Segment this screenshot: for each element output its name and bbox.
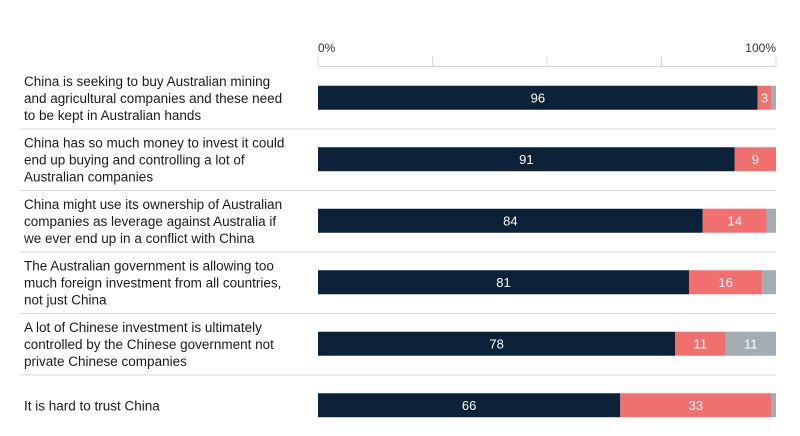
category-label-line: to be kept in Australian hands	[24, 108, 201, 123]
bar-segment	[734, 147, 776, 172]
bar-segment	[702, 208, 767, 233]
category-label: A lot of Chinese investment is ultimatel…	[24, 320, 274, 369]
category-label-line: controlled by the Chinese government not	[24, 337, 274, 352]
data-label: 9	[752, 152, 759, 167]
data-label: 66	[462, 398, 476, 413]
category-label-line: end up buying and controlling a lot of	[24, 152, 245, 167]
category-label: China might use its ownership of Austral…	[23, 197, 282, 246]
category-label-line: China might use its ownership of Austral…	[24, 197, 282, 212]
data-label: 96	[531, 90, 545, 105]
category-label-line: It is hard to trust China	[24, 398, 160, 413]
category-label-line: we ever end up in a conflict with China	[23, 231, 255, 246]
category-label-line: A lot of Chinese investment is ultimatel…	[24, 320, 262, 335]
data-label: 16	[718, 275, 732, 290]
bar-segment	[675, 331, 726, 356]
data-label: 3	[761, 90, 768, 105]
bar-segment	[771, 393, 776, 418]
data-label: 14	[728, 213, 742, 228]
category-label-line: companies as leverage against Australia …	[24, 214, 276, 229]
data-label: 11	[744, 336, 758, 351]
category-label-line: Australian companies	[24, 169, 153, 184]
category-label: The Australian government is allowing to…	[24, 258, 281, 307]
data-label: 11	[694, 336, 708, 351]
data-label: 33	[689, 398, 703, 413]
bar-segment	[620, 393, 772, 418]
bar-segment	[318, 393, 621, 418]
bar-segment	[762, 270, 776, 295]
data-label: 91	[519, 152, 533, 167]
bar-segment	[757, 85, 772, 110]
bar-segment	[318, 147, 735, 172]
data-label: 81	[496, 275, 510, 290]
x-tick-label-100: 100%	[745, 41, 776, 55]
category-label-line: China is seeking to buy Australian minin…	[24, 74, 270, 89]
category-label-line: and agricultural companies and these nee…	[24, 91, 282, 106]
category-label-line: China has so much money to invest it cou…	[24, 135, 284, 150]
bar-segment	[688, 270, 763, 295]
data-label: 84	[503, 213, 517, 228]
category-label-line: much foreign investment from all countri…	[24, 275, 281, 290]
category-label-line: not just China	[24, 292, 107, 307]
x-tick-label-0: 0%	[318, 41, 336, 55]
bar-segment	[318, 85, 758, 110]
bar-segment	[318, 331, 676, 356]
bar-segment	[318, 270, 689, 295]
bar-segment	[771, 85, 776, 110]
data-label: 78	[489, 336, 503, 351]
category-label: China is seeking to buy Australian minin…	[24, 74, 282, 123]
category-label: China has so much money to invest it cou…	[24, 135, 284, 184]
category-label-line: The Australian government is allowing to…	[24, 258, 274, 273]
bar-segment	[318, 208, 703, 233]
category-label: It is hard to trust China	[24, 398, 160, 413]
category-label-line: private Chinese companies	[24, 354, 187, 369]
bar-segment	[766, 208, 776, 233]
bar-segment	[725, 331, 776, 356]
